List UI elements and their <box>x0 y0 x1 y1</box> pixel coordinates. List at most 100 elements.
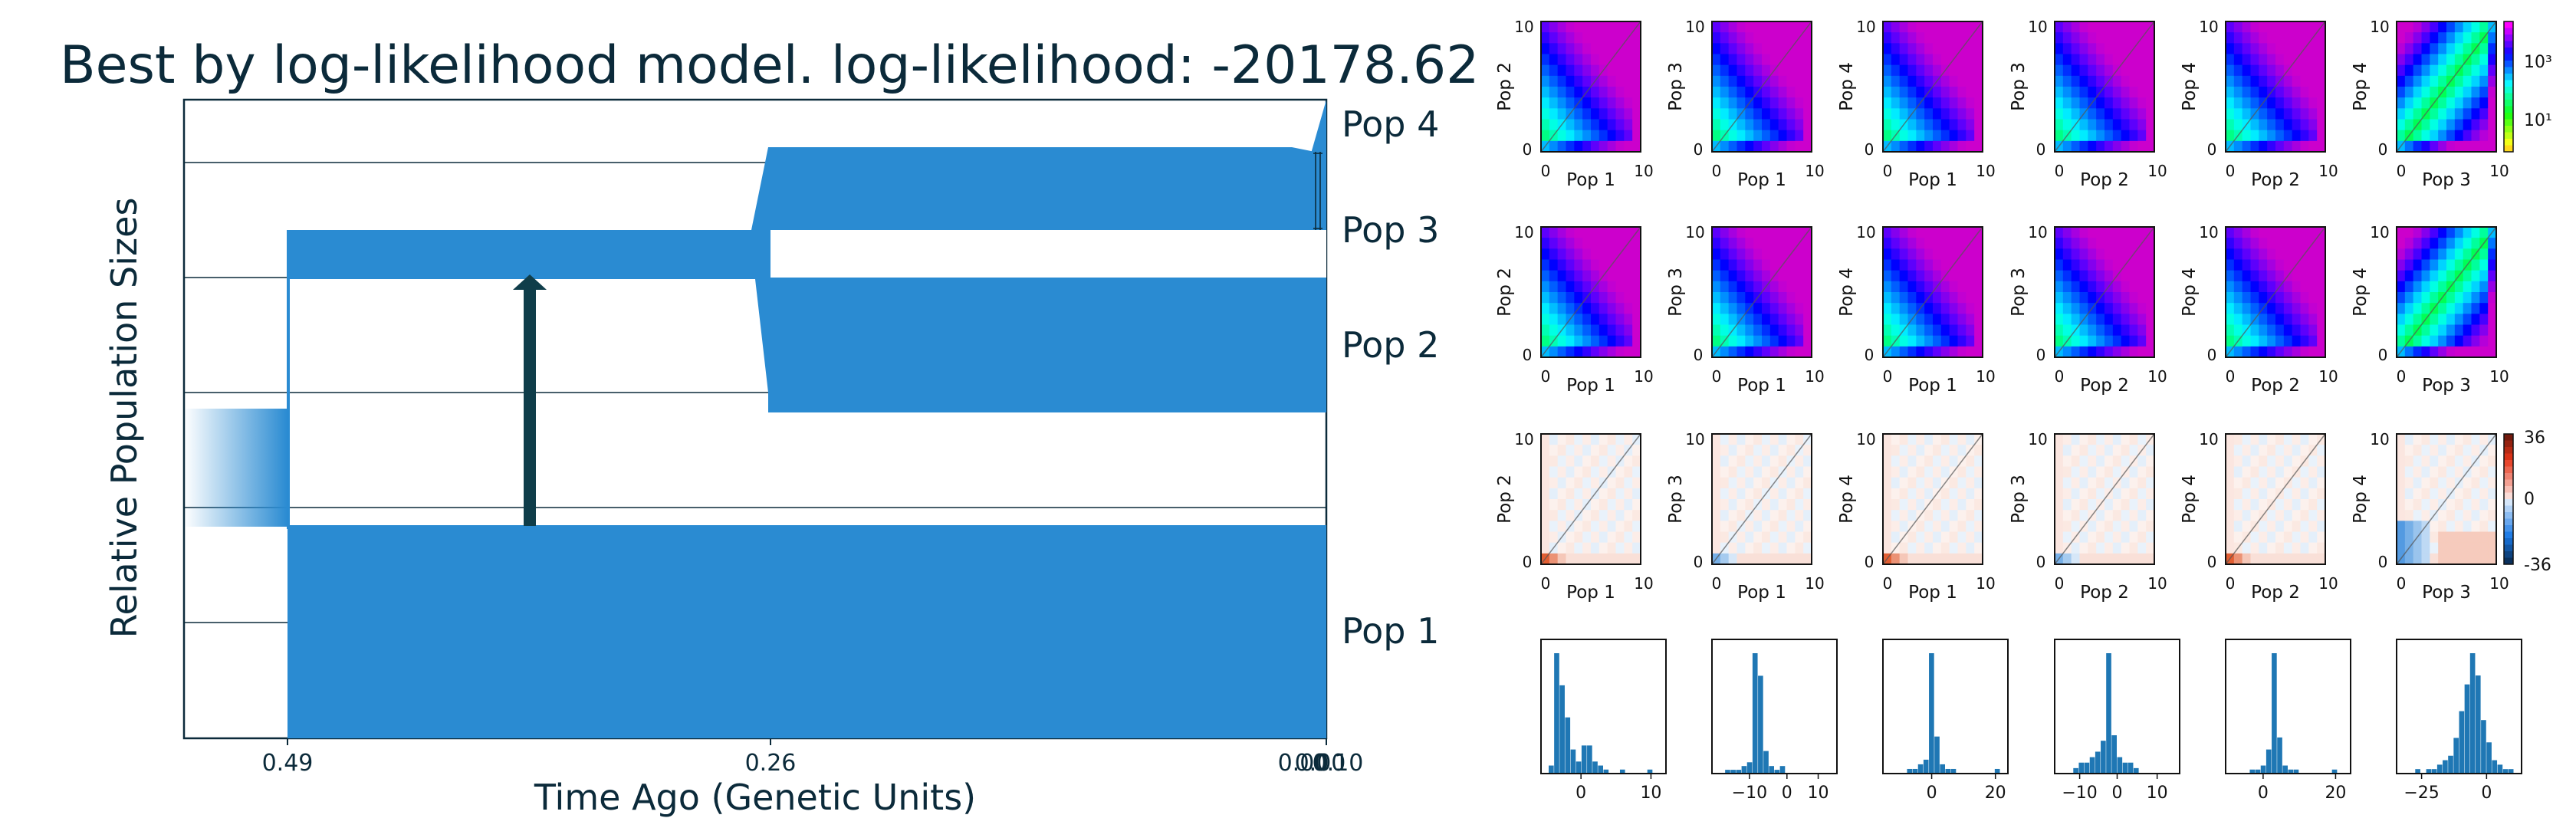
heatmap-cell-5-4 <box>1924 510 1934 521</box>
y-tick-high: 10 <box>2199 18 2218 36</box>
heatmap-cell-0-10 <box>1883 32 1892 44</box>
heatmap-cell-2-4 <box>1557 510 1567 521</box>
heatmap-cell-11-3 <box>1803 314 1812 326</box>
heatmap-cell-0-3 <box>2397 521 2406 533</box>
heatmap-cell-6-5 <box>1933 292 1942 304</box>
heatmap-cell-4-0 <box>2259 553 2268 565</box>
heatmap-cell-7-1 <box>2112 542 2122 554</box>
heatmap-cell-7-11 <box>2112 21 2122 33</box>
heatmap-cell-9-2 <box>1615 531 1625 544</box>
heatmap-cell-1-8 <box>1549 259 1559 271</box>
colorbar-step <box>2504 48 2513 54</box>
heatmap-cell-6-8 <box>2275 54 2285 66</box>
heatmap-cell-11-3 <box>2488 108 2497 120</box>
heatmap-cell-9-4 <box>2471 303 2480 314</box>
heatmap-cell-11-3 <box>1974 108 1983 120</box>
heatmap-cell-2-4 <box>1728 303 1738 314</box>
heatmap-cell-1-2 <box>2233 531 2243 544</box>
heatmap-cell-0-3 <box>2397 314 2406 326</box>
heatmap-cell-4-8 <box>1745 259 1754 271</box>
heatmap-cell-0-4 <box>2397 97 2406 109</box>
histogram-bar <box>2101 741 2106 774</box>
y-tick-low: 0 <box>1523 553 1533 571</box>
heatmap-cell-7-11 <box>1940 227 1950 238</box>
heatmap-cell-6-9 <box>2275 455 2285 468</box>
heatmap-frame <box>1540 433 1641 565</box>
diagonal-line <box>2396 433 2497 565</box>
demography-plot: 0.49 0.26 0.00 0.00 0.10 <box>182 98 1363 777</box>
pop3-block <box>751 147 1326 232</box>
heatmap-cell-6-1 <box>2104 542 2114 554</box>
heatmap-cell-8-10 <box>2121 445 2131 456</box>
heatmap-cell-5-9 <box>1753 248 1763 261</box>
migration-marker-right <box>1313 152 1322 230</box>
heatmap-cell-8-2 <box>1949 531 1959 544</box>
heatmap-cell-5-4 <box>2096 97 2105 109</box>
histogram-bar <box>2255 769 2261 774</box>
y-tick-low: 0 <box>2378 553 2388 571</box>
heatmap-cell-3-2 <box>2079 324 2088 337</box>
heatmap-frame <box>2225 433 2326 565</box>
heatmap-cell-5-2 <box>2267 531 2276 544</box>
heatmap-cell-8-3 <box>1949 521 1959 533</box>
x-tick-low: 0 <box>1712 367 1722 386</box>
y-tick-low: 0 <box>1865 346 1875 364</box>
heatmap-cell-5-8 <box>1924 259 1934 271</box>
heatmap-cell-0-10 <box>2055 32 2064 44</box>
heatmap-cell-1-2 <box>2404 531 2414 544</box>
heatmap-cell-6-10 <box>1933 238 1942 249</box>
heatmap-cell-1-8 <box>2062 466 2072 478</box>
heatmap-cell-2-11 <box>2242 227 2252 238</box>
heatmap-cell-9-1 <box>1615 130 1625 142</box>
heatmap-cell-7-5 <box>2454 87 2464 98</box>
heatmap-cell-11-10 <box>1803 32 1812 44</box>
heatmap-cell-7-9 <box>2112 455 2122 468</box>
heatmap-cell-0-2 <box>2055 531 2064 544</box>
heatmap-cell-2-0 <box>2413 553 2423 565</box>
heatmap-cell-11-6 <box>1803 75 1812 87</box>
heatmap-cell-6-2 <box>1762 531 1771 544</box>
y-tick-low: 0 <box>2207 553 2217 571</box>
heatmap-cell-8-10 <box>2121 32 2131 44</box>
heatmap-cell-11-10 <box>2488 238 2497 249</box>
heatmap-cell-2-3 <box>1728 108 1738 120</box>
heatmap-cell-8-5 <box>2463 87 2472 98</box>
heatmap-cell-2-10 <box>1557 238 1567 249</box>
heatmap-cell-2-3 <box>1899 108 1909 120</box>
heatmap-cell-7-9 <box>2454 455 2464 468</box>
y-tick-low: 0 <box>2207 140 2217 159</box>
heatmap-cell-5-4 <box>2438 510 2447 521</box>
heatmap-cell-6-2 <box>1762 119 1771 131</box>
heatmap-cell-2-10 <box>1557 445 1567 456</box>
heatmap-cell-5-3 <box>2267 521 2276 533</box>
heatmap-cell-3-0 <box>2079 553 2088 565</box>
heatmap-cell-0-11 <box>1712 434 1721 445</box>
heatmap-cell-10-1 <box>1795 542 1804 554</box>
heatmap-cell-8-6 <box>2463 75 2472 87</box>
colorbar-step <box>2504 41 2513 48</box>
heatmap-cell-0-3 <box>1883 521 1892 533</box>
heatmap-cell-1-2 <box>1891 119 1901 131</box>
heatmap-cell-3-8 <box>1907 259 1917 271</box>
heatmap-cell-0-4 <box>1712 510 1721 521</box>
heatmap-cell-4-10 <box>1574 238 1583 249</box>
heatmap-cell-11-10 <box>1632 238 1641 249</box>
heatmap-cell-7-3 <box>1769 108 1779 120</box>
heatmap-cell-0-11 <box>1712 21 1721 33</box>
heatmap-cell-3-10 <box>2079 32 2088 44</box>
diagonal-line <box>1711 21 1812 153</box>
heatmap-cell-7-4 <box>2454 510 2464 521</box>
heatmap-cell-9-2 <box>2471 324 2480 337</box>
heatmap-cell-5-1 <box>2096 130 2105 142</box>
heatmap-cell-4-6 <box>2088 75 2097 87</box>
heatmap-cell-9-2 <box>1786 324 1796 337</box>
heatmap-cell-5-7 <box>2267 270 2276 282</box>
heatmap-cell-11-1 <box>2317 542 2326 554</box>
heatmap-cell-2-7 <box>2413 477 2423 489</box>
heatmap-cell-1-10 <box>2404 445 2414 456</box>
heatmap-cell-11-1 <box>1803 335 1812 347</box>
heatmap-cell-11-5 <box>2146 292 2155 304</box>
heatmap-cell-3-1 <box>2079 335 2088 347</box>
heatmap-cell-5-6 <box>2438 75 2447 87</box>
